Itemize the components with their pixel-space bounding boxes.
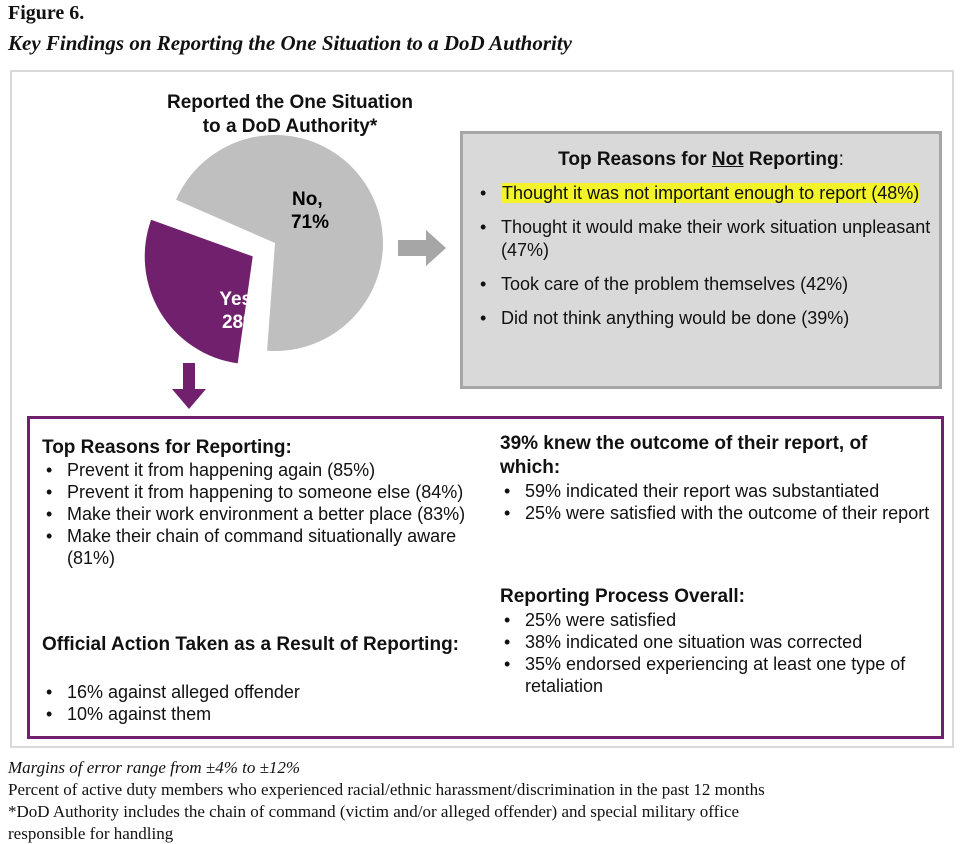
- not-title-colon: :: [838, 149, 844, 170]
- not-reporting-box: Top Reasons for Not Reporting: Thought i…: [460, 131, 942, 389]
- reasons-list: Prevent it from happening again (85%) Pr…: [42, 459, 482, 569]
- right-arrow-icon: [398, 230, 446, 266]
- outcome-list: 59% indicated their report was substanti…: [500, 480, 930, 524]
- list-item: 25% were satisfied with the outcome of t…: [500, 502, 930, 524]
- action-heading: Official Action Taken as a Result of Rep…: [42, 634, 459, 655]
- figure-title: Key Findings on Reporting the One Situat…: [8, 31, 573, 55]
- figure-label: Figure 6.: [8, 2, 85, 24]
- highlighted-text: Thought it was not important enough to r…: [501, 183, 921, 203]
- pie-label-no-line-2: 71%: [291, 212, 329, 233]
- list-item: Took care of the problem themselves (42%…: [476, 273, 931, 296]
- outcome-heading: 39% knew the outcome of their report, of…: [500, 433, 868, 478]
- not-title-part-1: Top Reasons for: [558, 149, 712, 170]
- list-item: Make their chain of command situationall…: [42, 525, 482, 569]
- pie-chart: No, 71% Yes, 28%: [144, 135, 384, 364]
- list-item: Thought it was not important enough to r…: [476, 182, 931, 205]
- not-reporting-title: Top Reasons for Not Reporting:: [463, 149, 939, 171]
- list-item: 25% were satisfied: [500, 609, 940, 631]
- pie-label-no-line-1: No,: [292, 189, 323, 210]
- not-reporting-list: Thought it was not important enough to r…: [476, 182, 931, 341]
- pie-slice-no: [176, 135, 384, 352]
- pie-slice-yes: [144, 219, 253, 364]
- process-heading: Reporting Process Overall:: [500, 586, 745, 607]
- not-title-underlined: Not: [711, 149, 744, 170]
- pie-label-no: No, 71%: [291, 189, 329, 233]
- pie-chart-title: Reported the One Situation to a DoD Auth…: [120, 91, 460, 139]
- list-item: 35% endorsed experiencing at least one t…: [500, 653, 940, 697]
- reporting-box: Top Reasons for Reporting: Prevent it fr…: [27, 416, 944, 739]
- margin-of-error-note: Margins of error range from ±4% to ±12%: [8, 758, 301, 777]
- dod-authority-note: *DoD Authority includes the chain of com…: [8, 802, 740, 821]
- list-item: Did not think anything would be done (39…: [476, 307, 931, 330]
- list-item: 16% against alleged offender: [42, 681, 462, 703]
- list-item: Prevent it from happening again (85%): [42, 459, 482, 481]
- not-title-part-2: Reporting: [743, 149, 839, 170]
- list-item: Prevent it from happening to someone els…: [42, 481, 482, 503]
- percent-note: Percent of active duty members who exper…: [8, 780, 765, 799]
- list-item: 59% indicated their report was substanti…: [500, 480, 930, 502]
- pie-title-line-1: Reported the One Situation: [167, 92, 413, 113]
- process-list: 25% were satisfied 38% indicated one sit…: [500, 609, 940, 697]
- action-list: 16% against alleged offender 10% against…: [42, 681, 462, 725]
- pie-label-yes-line-1: Yes,: [219, 289, 257, 310]
- list-item: 10% against them: [42, 703, 462, 725]
- list-item: Thought it would make their work situati…: [476, 216, 931, 262]
- pie-title-line-2: to a DoD Authority*: [202, 116, 378, 137]
- dod-authority-note-continued: responsible for handling: [8, 824, 174, 843]
- pie-label-yes: Yes, 28%: [219, 289, 262, 333]
- pie-label-yes-line-2: 28%: [222, 312, 260, 333]
- list-item: Make their work environment a better pla…: [42, 503, 482, 525]
- list-item: 38% indicated one situation was correcte…: [500, 631, 940, 653]
- down-arrow-icon: [172, 363, 206, 409]
- reasons-heading: Top Reasons for Reporting:: [42, 437, 292, 458]
